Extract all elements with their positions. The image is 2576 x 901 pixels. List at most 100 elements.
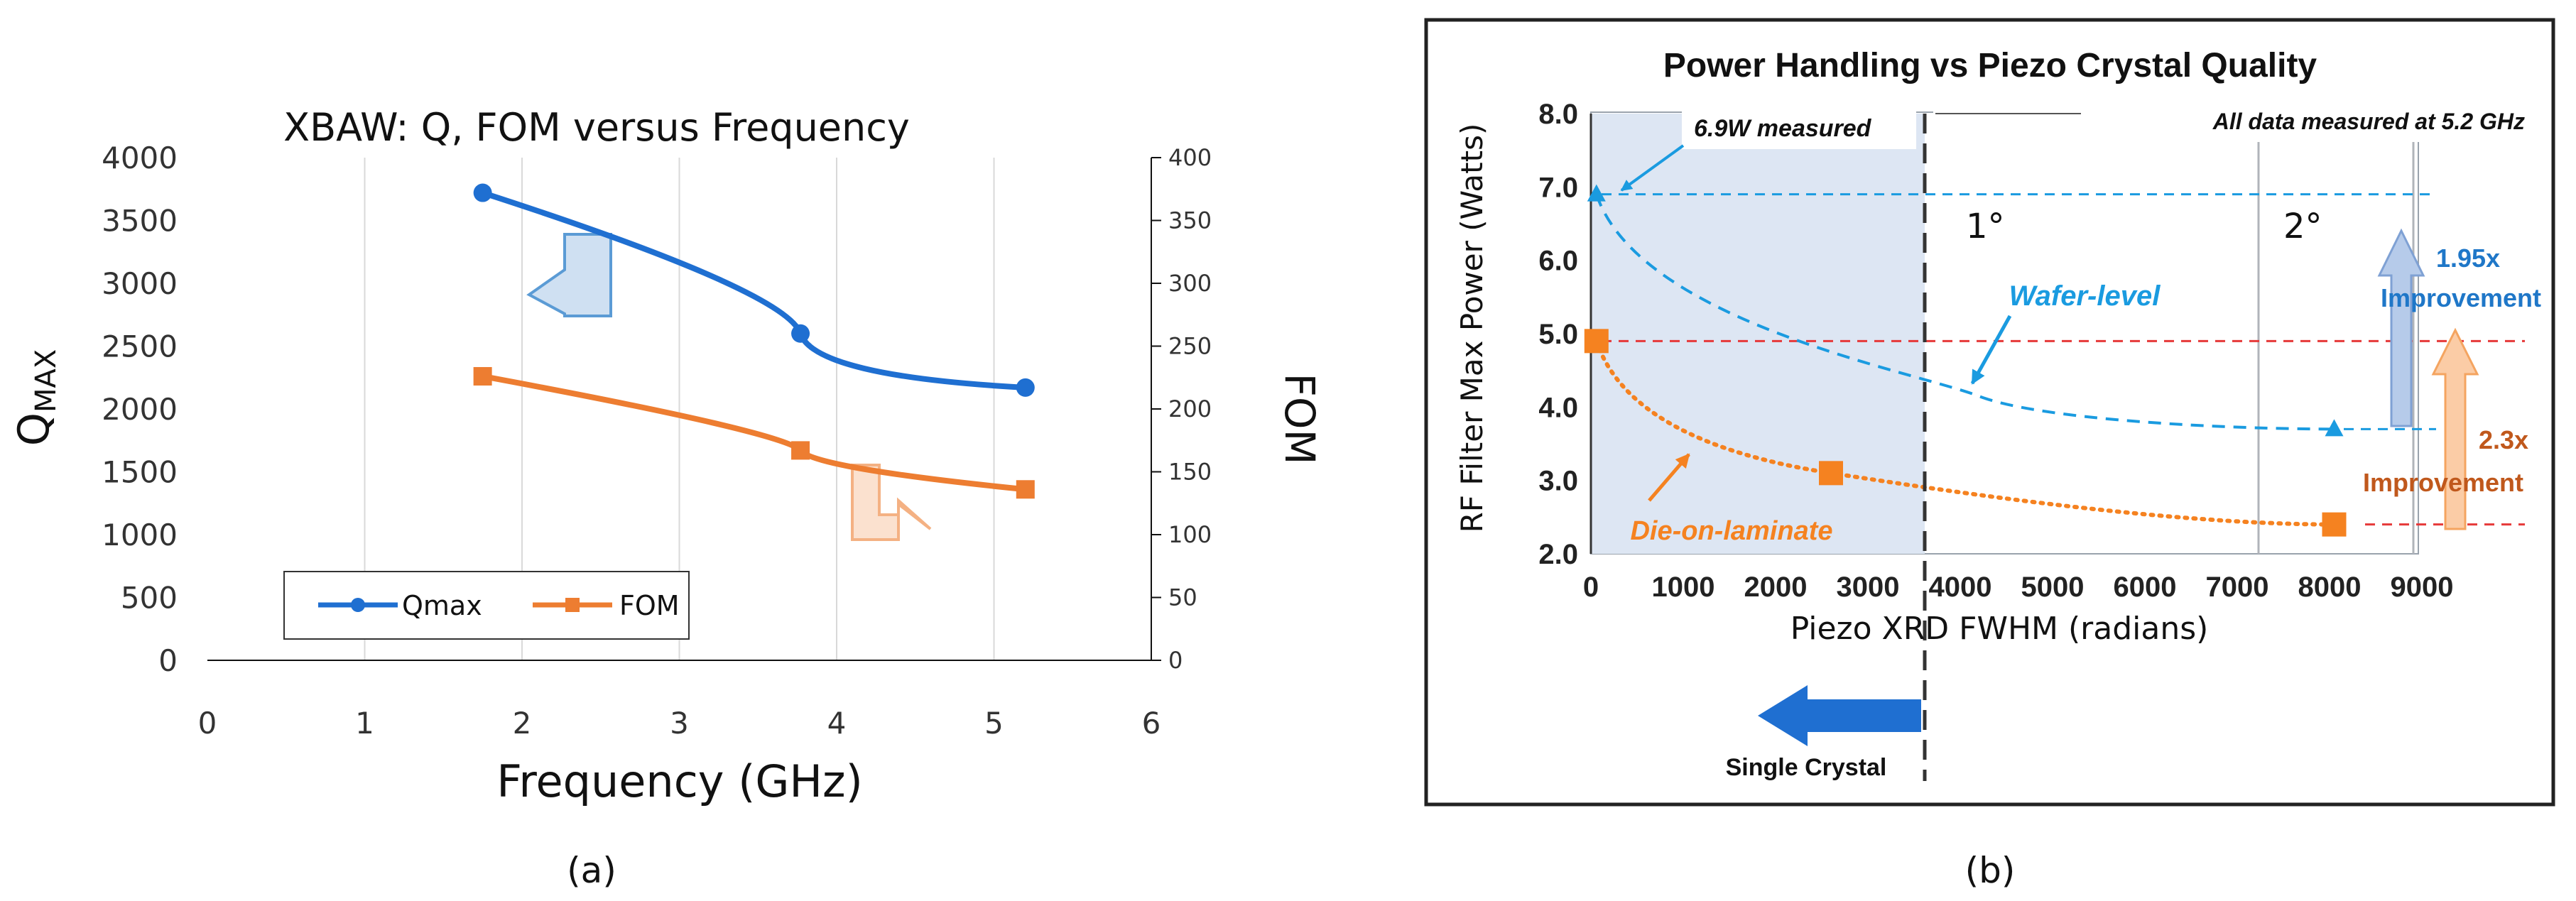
measured-callout-text: 6.9W measured — [1694, 115, 1872, 142]
y-tick-label: 1000 — [102, 518, 178, 552]
y-tick-label: 1500 — [102, 455, 178, 490]
all-data-note: All data measured at 5.2 GHz — [2212, 109, 2525, 134]
x-tick-label: 2 — [513, 706, 532, 741]
x-tick-label: 3 — [670, 706, 689, 741]
chart-a-ticks: 0 1 2 3 4 5 6 0 500 1000 1500 2000 2500 3000 3500 4000 0… — [102, 141, 1212, 741]
chart-a-y2label: FOM — [1276, 373, 1324, 464]
x-tick-label: 2000 — [1744, 572, 1808, 603]
chart-b-xlabel: Piezo XRD FWHM (radians) — [1790, 611, 2209, 647]
fom-right-axis-arrow — [851, 464, 932, 541]
x-tick-label: 4 — [827, 706, 847, 741]
chart-b-marks — [1584, 184, 2525, 537]
y2-tick-label: 50 — [1168, 584, 1197, 611]
chart-a-legend: Qmax FOM — [283, 571, 690, 640]
y-tick-label: 3500 — [102, 204, 178, 239]
y-tick-label: 2.0 — [1538, 539, 1578, 570]
die-on-laminate-point — [1819, 461, 1843, 486]
die-on-laminate-label: Die-on-laminate — [1630, 516, 1832, 546]
x-tick-label: 5 — [984, 706, 1004, 741]
die-on-laminate-pointer — [1648, 453, 1690, 502]
x-tick-label: 1 — [355, 706, 374, 741]
legend-box — [283, 571, 690, 640]
legend-qmax-marker — [351, 598, 365, 612]
chart-b-ticks: 2.0 3.0 4.0 5.0 6.0 7.0 8.0 0 1000 2000 3000 4000 50… — [1538, 99, 2453, 603]
y-tick-label: 3000 — [102, 266, 178, 301]
qmax-left-axis-arrow — [526, 233, 612, 317]
y2-tick-label: 200 — [1168, 395, 1212, 422]
y-tick-label: 0 — [158, 643, 178, 678]
x-tick-label: 8000 — [2298, 572, 2362, 603]
one-degree-label: 1° — [1966, 207, 2005, 246]
fom-point — [473, 366, 492, 386]
y-tick-label: 4000 — [102, 141, 178, 175]
qmax-point — [791, 324, 810, 343]
panel-a-label: (a) — [567, 850, 616, 891]
legend-fom-label: FOM — [619, 590, 680, 621]
y2-tick-label: 300 — [1168, 270, 1212, 297]
die-on-laminate-point — [2322, 512, 2347, 537]
wafer-gain-text: Improvement — [2381, 283, 2541, 312]
panel-b-chart: Power Handling vs Piezo Crystal Quality … — [1424, 18, 2555, 891]
y-tick-label: 5.0 — [1538, 319, 1578, 350]
x-tick-label: 0 — [198, 706, 217, 741]
laminate-improvement-arrow — [2431, 327, 2479, 530]
legend-qmax-label: Qmax — [402, 590, 482, 621]
chart-b-ylabel: RF Filter Max Power (Watts) — [1455, 124, 1489, 533]
fom-series-line — [479, 373, 1028, 493]
x-tick-label: 6 — [1142, 706, 1161, 741]
y2-tick-label: 350 — [1168, 207, 1212, 234]
x-tick-label: 1000 — [1652, 572, 1715, 603]
wafer-improvement-arrow — [2377, 228, 2425, 427]
y2-tick-label: 100 — [1168, 521, 1212, 548]
x-tick-label: 0 — [1583, 572, 1599, 603]
y2-tick-label: 250 — [1168, 333, 1212, 360]
legend-fom-marker — [565, 598, 580, 612]
chart-a-ylabel: QMAX — [9, 349, 63, 447]
y-tick-label: 3.0 — [1538, 466, 1578, 497]
laminate-gain-value: 2.3x — [2479, 425, 2528, 454]
y-tick-label: 2500 — [102, 329, 178, 364]
y-tick-label: 500 — [121, 581, 178, 616]
y2-tick-label: 400 — [1168, 144, 1212, 171]
wafer-level-point — [2325, 419, 2344, 437]
single-crystal-region — [1591, 114, 1925, 554]
x-tick-label: 4000 — [1929, 572, 1992, 603]
laminate-gain-text: Improvement — [2363, 468, 2523, 497]
y-tick-label: 2000 — [102, 392, 178, 427]
single-crystal-arrow — [1758, 685, 1921, 746]
qmax-point — [473, 183, 492, 202]
x-tick-label: 5000 — [2021, 572, 2085, 603]
fom-point — [1016, 480, 1035, 499]
die-on-laminate-point — [1584, 329, 1609, 354]
chart-a-title: XBAW: Q, FOM versus Frequency — [283, 105, 910, 150]
die-on-laminate-trend — [1594, 339, 2337, 527]
qmax-point — [1016, 378, 1035, 397]
wafer-level-label: Wafer-level — [2009, 280, 2161, 312]
measured-callout-box — [1682, 107, 1916, 149]
x-tick-label: 3000 — [1837, 572, 1900, 603]
panel-a-chart: XBAW: Q, FOM versus Frequency 0 1 2 3 4 5 6 0 50… — [9, 105, 1324, 891]
y-tick-label: 6.0 — [1538, 246, 1578, 277]
panel-b-label: (b) — [1965, 850, 2016, 891]
y2-tick-label: 150 — [1168, 459, 1212, 486]
wafer-gain-value: 1.95x — [2436, 244, 2500, 273]
wafer-level-point — [1587, 184, 1606, 202]
y-tick-label: 8.0 — [1538, 99, 1578, 130]
wafer-level-trend — [1594, 194, 2335, 431]
x-tick-label: 9000 — [2391, 572, 2454, 603]
x-tick-label: 7000 — [2206, 572, 2269, 603]
y-tick-label: 7.0 — [1538, 172, 1578, 203]
y2-tick-label: 0 — [1168, 647, 1183, 674]
two-degree-label: 2° — [2283, 207, 2322, 246]
chart-b-title: Power Handling vs Piezo Crystal Quality — [1663, 47, 2317, 84]
chart-a-xlabel: Frequency (GHz) — [496, 755, 863, 807]
wafer-level-pointer — [1970, 315, 2012, 385]
single-crystal-label: Single Crystal — [1726, 754, 1887, 781]
note-background — [1933, 105, 2537, 142]
measured-callout-arrow — [1620, 144, 1685, 192]
x-tick-label: 6000 — [2114, 572, 2177, 603]
chart-a-marks — [473, 183, 1035, 499]
y-tick-label: 4.0 — [1538, 392, 1578, 423]
fom-point — [791, 441, 810, 460]
